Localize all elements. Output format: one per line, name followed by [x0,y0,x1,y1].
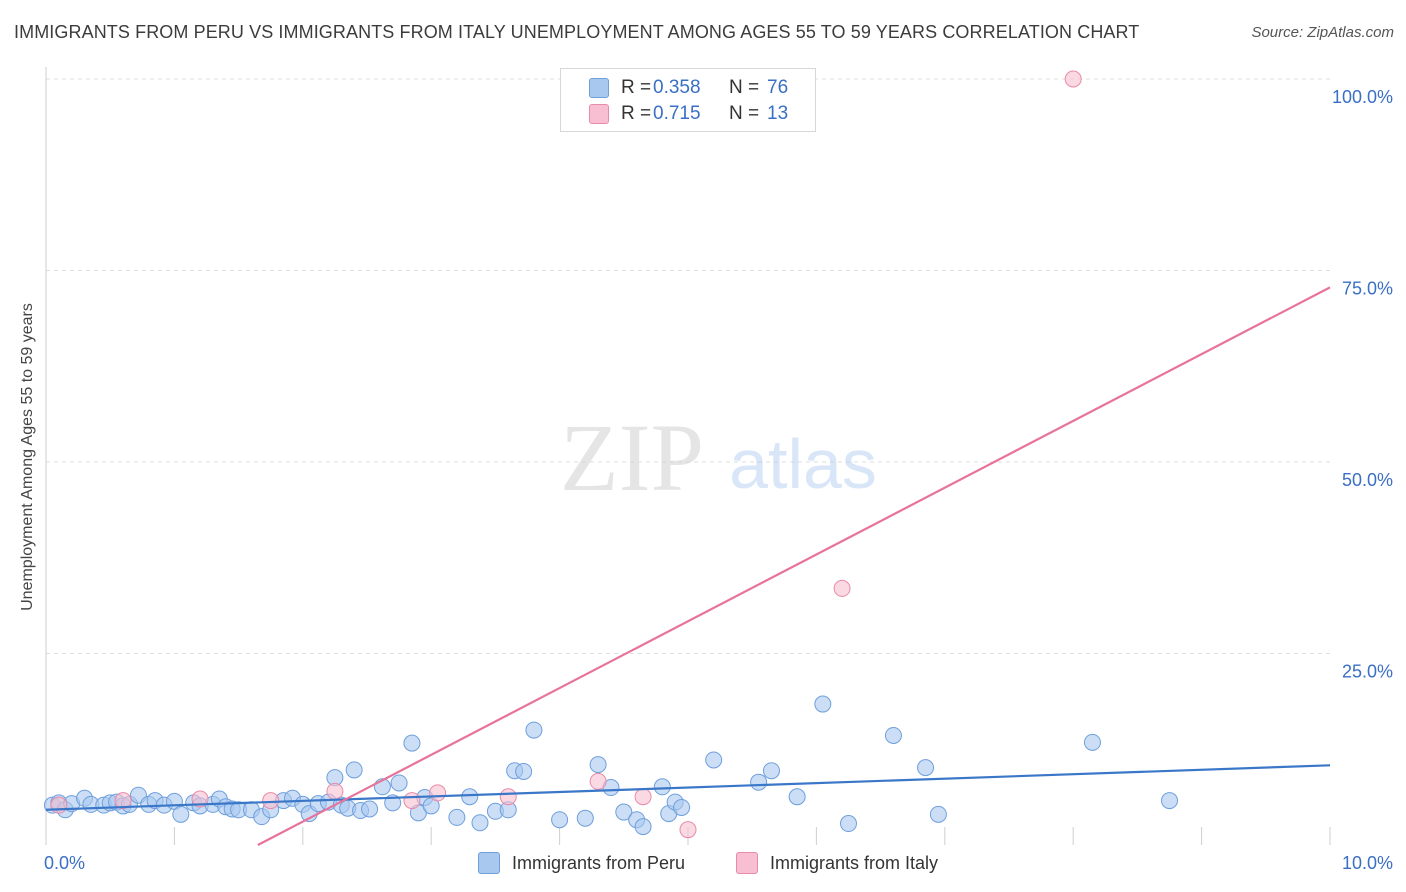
series-swatch-peru [478,852,500,874]
series-swatch-italy [736,852,758,874]
watermark-zip: ZIP [560,404,704,511]
legend-r-value-italy: 0.715 [653,103,701,124]
legend-r-label: R = [621,77,652,98]
series-legend-peru[interactable]: Immigrants from Peru [478,852,685,874]
peru-point [653,778,671,796]
source-credit: Source: ZipAtlas.com [1251,24,1394,41]
peru-point [750,773,768,791]
italy-trend-line [257,286,1331,846]
legend-r-label: R = [621,103,652,124]
italy-point [326,782,344,800]
italy-point [191,790,209,808]
italy-point [429,784,447,802]
peru-point [929,805,947,823]
peru-point [345,761,363,779]
y-tick-label: 25.0% [1342,662,1393,682]
series-label-peru: Immigrants from Peru [512,852,686,873]
x-tick-label: 0.0% [44,853,85,873]
grid-lines [46,78,1330,654]
series-label-italy: Immigrants from Italy [770,852,939,873]
peru-point [673,798,691,816]
legend-r-value-peru: 0.358 [653,77,701,98]
peru-point [551,811,569,829]
legend-row-italy: R = 0.715 N = 13 [589,102,788,126]
italy-point [403,792,421,810]
peru-point [634,818,652,836]
peru-point [448,808,466,826]
legend-swatch-peru [589,78,609,98]
peru-point [840,815,857,833]
italy-point [1064,70,1082,88]
peru-point [361,800,379,818]
legend-n-label: N = [729,77,760,98]
legend-n-value-peru: 76 [767,77,789,98]
peru-point [515,762,533,780]
correlation-legend: R = 0.358 N = 76 R = 0.715 N = 13 [560,68,816,132]
peru-point [471,814,489,832]
peru-point [814,695,832,713]
peru-point [1083,733,1101,751]
series-legend-italy[interactable]: Immigrants from Italy [736,852,938,874]
peru-point [525,721,543,739]
italy-point [50,796,68,814]
peru-point [705,751,723,769]
peru-point [1161,792,1178,810]
peru-point [172,805,190,823]
italy-point [634,788,652,806]
peru-point [589,756,607,774]
watermark-atlas: atlas [729,425,877,503]
peru-point [390,774,408,792]
chart-title: IMMIGRANTS FROM PERU VS IMMIGRANTS FROM … [14,22,1140,42]
italy-point [499,788,517,806]
y-tick-label: 75.0% [1342,279,1393,299]
legend-n-value-italy: 13 [767,103,789,124]
peru-point [884,726,902,744]
italy-point [833,579,851,597]
peru-point [461,788,479,806]
trend-lines [45,286,1331,846]
italy-point [679,821,697,839]
peru-trend-line [45,764,1331,811]
peru-point [615,803,633,821]
series-legend: Immigrants from Peru Immigrants from Ita… [0,852,1406,878]
y-tick-label: 100.0% [1332,87,1393,107]
italy-point [262,792,280,810]
peru-point [576,809,594,827]
italy-point [114,792,132,810]
legend-row-peru: R = 0.358 N = 76 [589,76,788,100]
peru-point [917,759,935,777]
watermark: ZIP atlas [560,404,877,511]
peru-point [403,734,421,752]
x-tick-label: 10.0% [1342,853,1393,873]
italy-point [589,772,607,790]
peru-point [788,788,806,806]
peru-point [762,762,780,780]
legend-n-label: N = [729,103,760,124]
legend-swatch-italy [589,104,609,124]
y-tick-label: 50.0% [1342,470,1393,490]
tick-labels: 25.0% 50.0% 75.0% 100.0% 0.0% 10.0% [44,87,1393,873]
